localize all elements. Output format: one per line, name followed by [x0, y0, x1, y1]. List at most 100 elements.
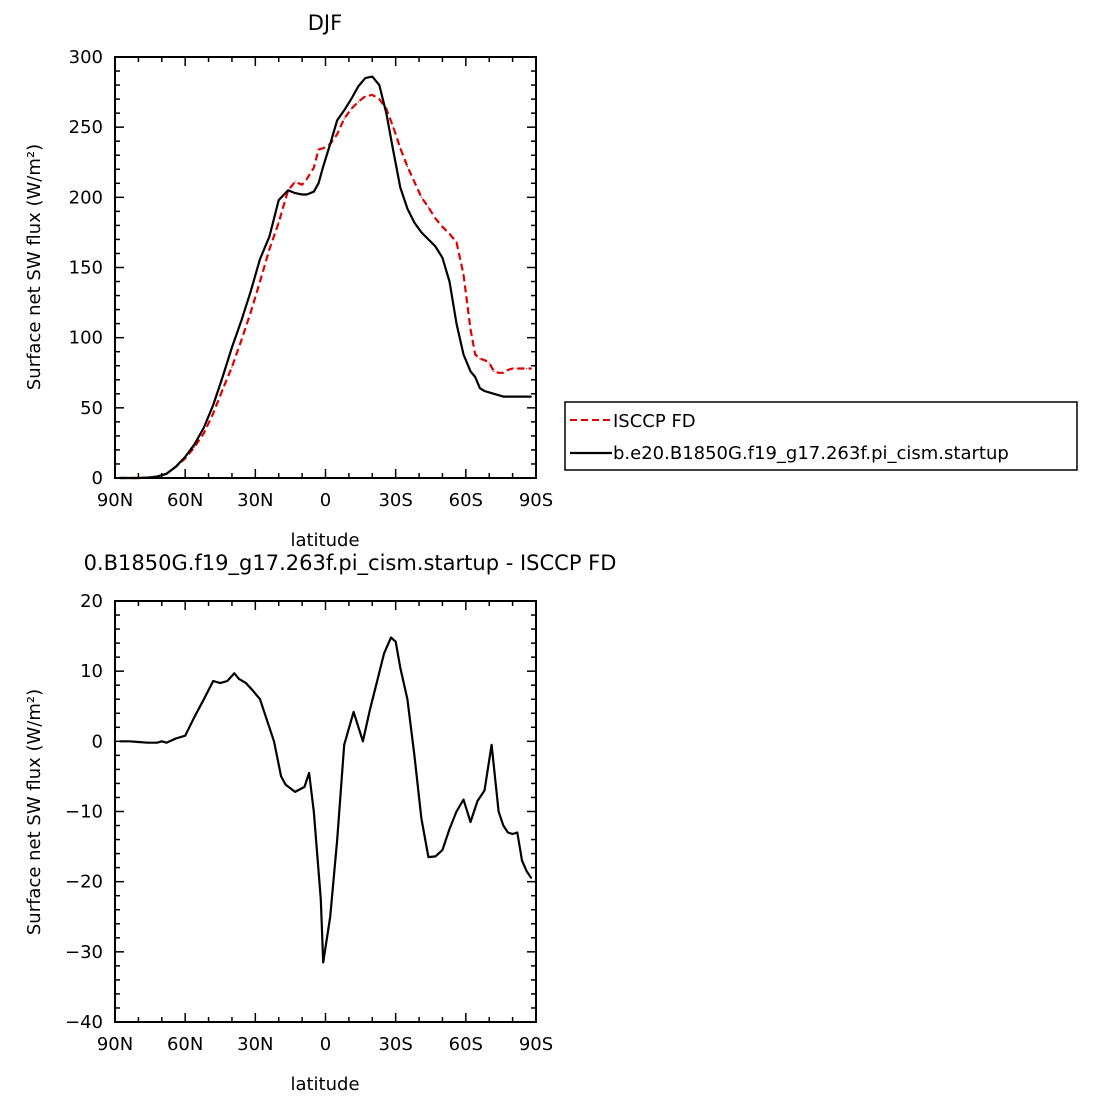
bottom-chart-series-0-point [383, 653, 385, 655]
top-chart-series-1-point [336, 119, 338, 121]
top-chart-xtick-label: 0 [320, 490, 331, 511]
top-chart-series-1-point [455, 323, 458, 325]
top-chart-series-1-point [483, 390, 486, 392]
top-chart-series-0-point [357, 101, 359, 103]
bottom-chart-series-0-point [469, 821, 472, 823]
top-chart-xtick-label: 60S [449, 490, 483, 511]
bottom-chart-series-0-point [320, 898, 322, 900]
bottom-chart-ticks: 90N 60N 30N 0 30S 60S 90S −40 −30 −20 −10 0 10 20 [65, 591, 553, 1055]
top-chart-series-1-point [399, 186, 401, 189]
bottom-chart-xtick-label: 0 [320, 1034, 331, 1055]
top-chart-series-1-point [502, 396, 504, 398]
top-chart-series-1-point [497, 394, 500, 396]
bottom-chart-series-0-point [147, 742, 149, 744]
bottom-chart-xtick-label: 90N [97, 1034, 133, 1055]
top-chart-series-1-point [526, 396, 528, 398]
top-chart-series-0-point [469, 328, 472, 330]
top-chart-series-0-point [516, 367, 518, 370]
top-chart-series-0-point [193, 446, 196, 448]
bottom-chart-series-0-point [280, 775, 282, 778]
top-chart-series-1-point [259, 258, 261, 260]
top-chart-series-1-point [469, 370, 472, 372]
top-chart-series-0-point [474, 353, 476, 356]
bottom-chart-series-0-point [137, 741, 139, 743]
bottom-chart-ytick-label: −10 [65, 802, 103, 823]
top-chart-series-1-point [212, 404, 214, 406]
bottom-chart-series-0-point [521, 860, 523, 862]
top-chart-series-0-point [240, 339, 242, 342]
top-chart-series-0-point [313, 167, 315, 169]
bottom-chart-xtick-label: 60N [167, 1034, 203, 1055]
top-chart-series-1-point [371, 76, 373, 78]
top-chart-series-0-point [493, 370, 495, 372]
bottom-chart-xtick-label: 30N [237, 1034, 273, 1055]
top-chart-series-0-point [250, 311, 252, 314]
top-chart-series-1-point [413, 221, 415, 224]
top-chart-series-0-point [497, 372, 500, 374]
bottom-chart-series-0-point [273, 740, 275, 742]
top-chart-series-1-point [301, 193, 303, 196]
bottom-chart-series-0-point [376, 681, 378, 683]
top-chart-series-1-point [278, 199, 280, 201]
top-chart-series-1-point [306, 193, 308, 196]
top-chart-title: DJF [308, 11, 342, 35]
bottom-chart-xlabel: latitude [290, 1074, 359, 1095]
bottom-chart-ylabel: Surface net SW flux (W/m²) [24, 689, 45, 935]
bottom-chart-series-0-point [285, 784, 287, 786]
top-chart-series-0-point [483, 359, 486, 361]
bottom-chart-series-0-point [266, 719, 268, 721]
bottom-chart-series-0-point [203, 698, 205, 700]
top-chart-ytick-label: 50 [80, 398, 103, 419]
top-chart-series-0-point [502, 372, 504, 374]
bottom-chart-series-0-point [219, 682, 221, 684]
top-chart-series-1-point [406, 207, 408, 210]
top-chart-series-1-point [329, 143, 331, 145]
top-chart-xtick-label: 90N [97, 490, 133, 511]
bottom-chart-ytick-label: 0 [92, 731, 103, 752]
top-chart-series-0-point [306, 178, 308, 180]
top-chart-series-1-point [317, 182, 320, 184]
top-chart-series-0-point [322, 147, 324, 149]
top-chart-series-line-0 [119, 93, 532, 480]
top-chart-series-0-point [420, 196, 422, 198]
bottom-chart-series-0-point [193, 716, 196, 718]
bottom-chart-series-0-point [390, 636, 392, 639]
legend-label-isccp: ISCCP FD [613, 411, 696, 432]
bottom-chart-series-0-point [530, 877, 532, 879]
bottom-chart-series-0-point [336, 838, 338, 841]
top-chart-series-0-point [399, 147, 401, 149]
top-chart-series-0-point [455, 241, 458, 243]
bottom-chart-series-0-point [526, 870, 528, 872]
bottom-chart-ytick-label: 10 [80, 661, 103, 682]
bottom-chart-series-0-point [406, 698, 408, 700]
top-chart-series-1-point [184, 456, 186, 458]
top-chart-series-0-point [441, 226, 444, 228]
top-chart-series-0-point [212, 412, 214, 415]
bottom-chart-xtick-label: 60S [449, 1034, 483, 1055]
top-chart-series-1-point [479, 387, 481, 389]
top-chart-series-1-point [507, 396, 509, 398]
bottom-chart-series-0-point [252, 690, 254, 692]
top-chart-series-1-point [392, 150, 394, 152]
top-chart-xtick-label: 30S [378, 490, 412, 511]
bottom-chart-series-0-point [226, 680, 228, 682]
bottom-chart-series-0-point [175, 737, 177, 740]
top-chart-series-1-point [516, 396, 518, 398]
top-chart-series-0-point [479, 358, 481, 360]
top-chart-series-0-point [259, 280, 261, 283]
top-chart-lines [119, 75, 532, 480]
legend-label-model: b.e20.B1850G.f19_g17.263f.pi_cism.startu… [613, 443, 1009, 464]
top-chart-series-1-point [175, 466, 177, 468]
top-chart-series-0-point [526, 367, 528, 370]
bottom-chart-series-0-point [502, 824, 504, 827]
top-chart-series-0-point [364, 95, 366, 97]
top-chart-series-0-point [301, 184, 303, 186]
bottom-chart-series-0-point [352, 711, 355, 713]
top-chart-series-line-1 [119, 75, 532, 480]
bottom-chart-series-0-point [427, 856, 430, 858]
bottom-chart-series-0-point [434, 855, 437, 858]
top-chart-series-0-point [392, 126, 394, 128]
bottom-chart-series-0-point [184, 735, 186, 737]
top-chart-series-0-point [507, 369, 509, 371]
